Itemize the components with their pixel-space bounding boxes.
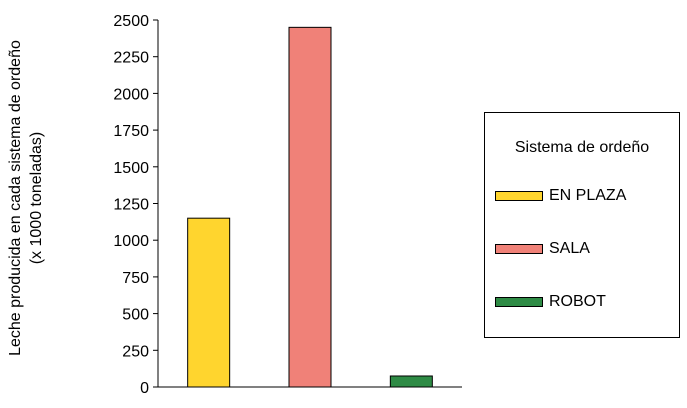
y-axis-ticks: 0 250 500 750 1000 1250 1500 1750 2000 2250 2500	[113, 13, 158, 397]
y-tick-label: 1000	[113, 233, 149, 250]
legend-label-robot: ROBOT	[549, 293, 606, 310]
y-axis-title-line2: (x 1000 toneladas)	[28, 132, 45, 265]
y-tick-label: 1750	[113, 123, 149, 140]
y-tick-label: 750	[122, 270, 149, 287]
y-tick-label: 0	[140, 380, 149, 397]
y-tick-label: 2000	[113, 86, 149, 103]
legend-title: Sistema de ordeño	[514, 139, 650, 156]
legend-item-en-plaza: EN PLAZA	[495, 186, 626, 206]
y-tick-label: 500	[122, 307, 149, 324]
legend-swatch-robot	[495, 297, 543, 307]
legend-swatch-sala	[495, 244, 543, 254]
y-axis-title: Leche producida en cada sistema de ordeñ…	[7, 40, 45, 356]
legend: Sistema de ordeño EN PLAZA SALA ROBOT	[484, 112, 680, 338]
legend-item-robot: ROBOT	[495, 292, 606, 312]
y-tick-label: 1500	[113, 160, 149, 177]
legend-label-en-plaza: EN PLAZA	[549, 187, 627, 204]
bar-sala	[288, 26, 332, 388]
y-tick-label: 2500	[113, 13, 149, 30]
bars	[187, 26, 433, 388]
legend-label-sala: SALA	[549, 240, 590, 257]
legend-item-sala: SALA	[495, 239, 590, 259]
y-tick-label: 1250	[113, 197, 149, 214]
bar-robot	[389, 375, 433, 388]
y-tick-label: 2250	[113, 50, 149, 67]
y-axis-title-line1: Leche producida en cada sistema de ordeñ…	[7, 40, 24, 356]
bar-en-plaza	[187, 217, 231, 388]
legend-swatch-en-plaza	[495, 191, 543, 201]
y-tick-label: 250	[122, 343, 149, 360]
